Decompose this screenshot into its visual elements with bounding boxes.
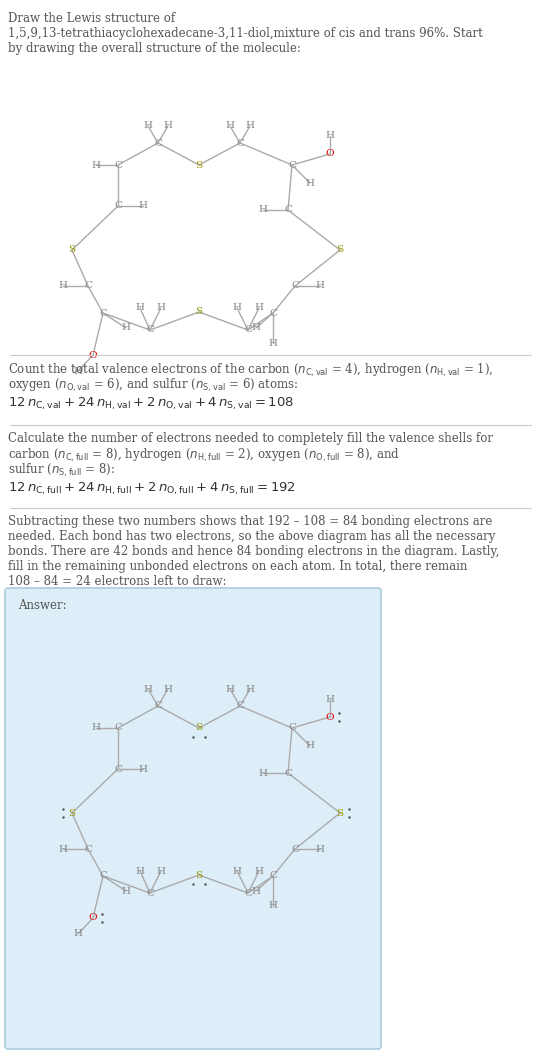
Text: H: H [122, 324, 130, 332]
Text: H: H [259, 768, 267, 778]
Text: Calculate the number of electrons needed to completely fill the valence shells f: Calculate the number of electrons needed… [8, 432, 493, 445]
Text: 108 – 84 = 24 electrons left to draw:: 108 – 84 = 24 electrons left to draw: [8, 575, 227, 588]
Text: H: H [254, 866, 263, 876]
Text: 1,5,9,13-tetrathiacyclohexadecane-3,11-diol,mixture of cis and trans 96%. Start: 1,5,9,13-tetrathiacyclohexadecane-3,11-d… [8, 27, 483, 40]
Text: H: H [326, 695, 334, 703]
Text: C: C [291, 844, 299, 854]
Text: C: C [236, 702, 244, 710]
Text: H: H [246, 684, 254, 694]
Text: H: H [226, 121, 234, 131]
Text: S: S [195, 308, 202, 316]
Text: bonds. There are 42 bonds and hence 84 bonding electrons in the diagram. Lastly,: bonds. There are 42 bonds and hence 84 b… [8, 545, 499, 558]
Text: H: H [233, 304, 241, 312]
Text: H: H [74, 367, 82, 375]
Text: H: H [156, 866, 166, 876]
Text: H: H [163, 684, 173, 694]
Text: S: S [195, 871, 202, 879]
Text: C: C [244, 889, 252, 898]
Text: H: H [306, 742, 314, 750]
Text: by drawing the overall structure of the molecule:: by drawing the overall structure of the … [8, 42, 301, 55]
Text: S: S [69, 808, 76, 818]
Text: H: H [315, 844, 325, 854]
Text: H: H [74, 930, 82, 938]
Text: O: O [89, 351, 97, 359]
Text: C: C [284, 206, 292, 215]
Text: C: C [269, 309, 277, 317]
Text: carbon ($n_{\mathrm{C,full}}$ = 8), hydrogen ($n_{\mathrm{H,full}}$ = 2), oxygen: carbon ($n_{\mathrm{C,full}}$ = 8), hydr… [8, 447, 400, 464]
Text: C: C [291, 281, 299, 291]
Text: sulfur ($n_{\mathrm{S,full}}$ = 8):: sulfur ($n_{\mathrm{S,full}}$ = 8): [8, 462, 115, 480]
Text: C: C [284, 768, 292, 778]
Text: H: H [326, 132, 334, 140]
Text: Count the total valence electrons of the carbon ($n_{\mathrm{C,val}}$ = 4), hydr: Count the total valence electrons of the… [8, 362, 493, 379]
Text: C: C [84, 281, 92, 291]
Text: Draw the Lewis structure of: Draw the Lewis structure of [8, 12, 175, 25]
Text: C: C [99, 872, 107, 880]
Text: H: H [156, 304, 166, 312]
Text: H: H [259, 206, 267, 215]
Text: H: H [58, 281, 68, 291]
Text: Subtracting these two numbers shows that 192 – 108 = 84 bonding electrons are: Subtracting these two numbers shows that… [8, 515, 492, 528]
Text: C: C [114, 201, 122, 211]
Text: C: C [114, 723, 122, 733]
Text: C: C [288, 160, 296, 170]
Text: C: C [146, 326, 154, 334]
Text: Answer:: Answer: [18, 599, 67, 612]
Text: fill in the remaining unbonded electrons on each atom. In total, there remain: fill in the remaining unbonded electrons… [8, 560, 467, 573]
Text: S: S [337, 808, 344, 818]
Text: O: O [89, 914, 97, 922]
Text: $12\,n_{\mathrm{C,full}} + 24\,n_{\mathrm{H,full}} + 2\,n_{\mathrm{O,full}} + 4\: $12\,n_{\mathrm{C,full}} + 24\,n_{\mathr… [8, 481, 296, 497]
Text: H: H [246, 121, 254, 131]
Text: O: O [326, 713, 334, 722]
Text: C: C [114, 764, 122, 774]
Text: H: H [233, 866, 241, 876]
Text: S: S [69, 246, 76, 254]
Text: H: H [252, 886, 261, 896]
Text: H: H [268, 338, 278, 348]
Text: C: C [288, 723, 296, 733]
Text: S: S [195, 723, 202, 733]
Text: needed. Each bond has two electrons, so the above diagram has all the necessary: needed. Each bond has two electrons, so … [8, 530, 496, 543]
Text: H: H [58, 844, 68, 854]
Text: H: H [143, 684, 153, 694]
Text: C: C [154, 138, 162, 148]
Text: H: H [268, 901, 278, 911]
Text: H: H [315, 281, 325, 291]
Text: oxygen ($n_{\mathrm{O,val}}$ = 6), and sulfur ($n_{\mathrm{S,val}}$ = 6) atoms:: oxygen ($n_{\mathrm{O,val}}$ = 6), and s… [8, 377, 299, 394]
Text: $12\,n_{\mathrm{C,val}} + 24\,n_{\mathrm{H,val}} + 2\,n_{\mathrm{O,val}} + 4\,n_: $12\,n_{\mathrm{C,val}} + 24\,n_{\mathrm… [8, 396, 294, 412]
Text: H: H [135, 866, 144, 876]
Text: H: H [91, 723, 101, 733]
Text: O: O [326, 150, 334, 158]
Text: H: H [306, 178, 314, 188]
Text: C: C [84, 844, 92, 854]
Text: H: H [135, 304, 144, 312]
Text: H: H [254, 304, 263, 312]
Text: C: C [99, 309, 107, 317]
Text: C: C [114, 160, 122, 170]
Text: H: H [143, 121, 153, 131]
FancyBboxPatch shape [5, 588, 381, 1049]
Text: H: H [138, 201, 148, 211]
Text: C: C [236, 138, 244, 148]
Text: C: C [269, 872, 277, 880]
Text: H: H [122, 886, 130, 896]
Text: H: H [252, 324, 261, 332]
Text: C: C [146, 889, 154, 898]
Text: H: H [226, 684, 234, 694]
Text: C: C [244, 326, 252, 334]
Text: H: H [163, 121, 173, 131]
Text: H: H [91, 160, 101, 170]
Text: H: H [138, 764, 148, 774]
Text: C: C [154, 702, 162, 710]
Text: S: S [337, 246, 344, 254]
Text: S: S [195, 160, 202, 170]
